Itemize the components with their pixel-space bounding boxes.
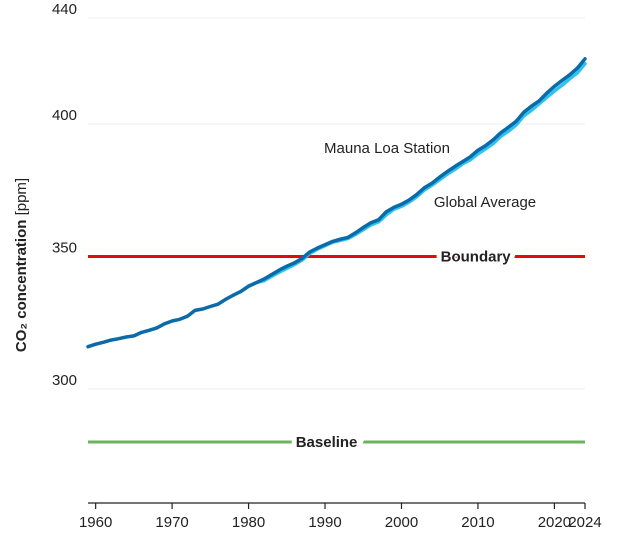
y-label-main: CO₂ concentration xyxy=(13,220,30,353)
y-axis-label: CO₂ concentration [ppm] xyxy=(13,178,30,352)
y-label-unit: [ppm] xyxy=(13,178,30,216)
x-tick-label: 2024 xyxy=(568,514,601,531)
line xyxy=(86,57,587,349)
y-tick-label: 350 xyxy=(52,239,77,256)
reference-label: Boundary xyxy=(441,248,512,265)
x-tick-label: 2000 xyxy=(385,514,418,531)
x-tick-label: 2010 xyxy=(461,514,494,531)
x-tick-label: 1990 xyxy=(308,514,341,531)
y-tick-label: 300 xyxy=(52,372,77,389)
series-label: Mauna Loa Station xyxy=(324,140,450,157)
x-tick-label: 1960 xyxy=(79,514,112,531)
x-tick-label: 2020 xyxy=(538,514,571,531)
x-tick-label: 1980 xyxy=(232,514,265,531)
x-tick-label: 1970 xyxy=(155,514,188,531)
reference-label: Baseline xyxy=(296,434,358,451)
y-tick-label: 400 xyxy=(52,107,77,124)
series-label: Global Average xyxy=(434,194,536,211)
y-tick-label: 440 xyxy=(52,1,77,18)
